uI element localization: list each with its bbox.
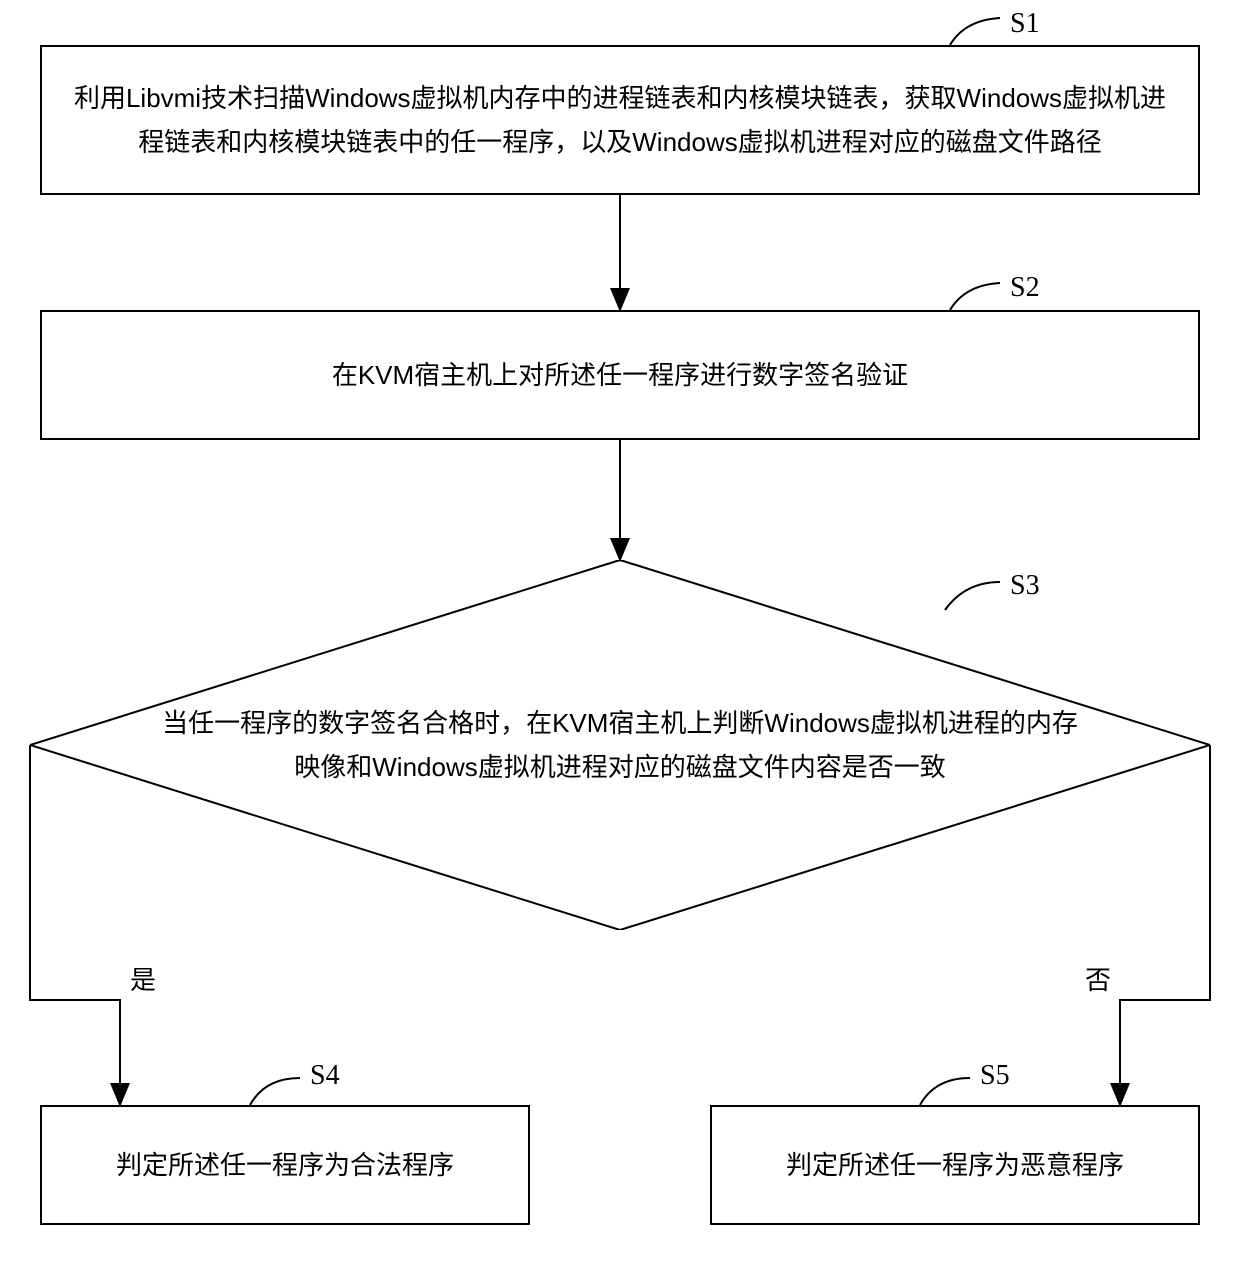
node-s5-text: 判定所述任一程序为恶意程序 — [786, 1143, 1124, 1187]
node-s4: 判定所述任一程序为合法程序 — [40, 1105, 530, 1225]
edge-label-no: 否 — [1085, 960, 1111, 997]
node-s1-text: 利用Libvmi技术扫描Windows虚拟机内存中的进程链表和内核模块链表，获取… — [62, 76, 1178, 164]
node-s4-text: 判定所述任一程序为合法程序 — [116, 1143, 454, 1187]
node-s2-text: 在KVM宿主机上对所述任一程序进行数字签名验证 — [332, 353, 908, 397]
label-s2: S2 — [1010, 272, 1040, 304]
label-s5: S5 — [980, 1060, 1010, 1092]
label-s3: S3 — [1010, 570, 1040, 602]
node-s3: 当任一程序的数字签名合格时，在KVM宿主机上判断Windows虚拟机进程的内存映… — [30, 560, 1210, 930]
flowchart-canvas: 利用Libvmi技术扫描Windows虚拟机内存中的进程链表和内核模块链表，获取… — [0, 0, 1240, 1270]
edge-label-yes: 是 — [130, 960, 156, 997]
node-s2: 在KVM宿主机上对所述任一程序进行数字签名验证 — [40, 310, 1200, 440]
label-s4: S4 — [310, 1060, 340, 1092]
node-s5: 判定所述任一程序为恶意程序 — [710, 1105, 1200, 1225]
node-s3-text: 当任一程序的数字签名合格时，在KVM宿主机上判断Windows虚拟机进程的内存映… — [150, 701, 1090, 789]
label-s1: S1 — [1010, 8, 1040, 40]
node-s1: 利用Libvmi技术扫描Windows虚拟机内存中的进程链表和内核模块链表，获取… — [40, 45, 1200, 195]
